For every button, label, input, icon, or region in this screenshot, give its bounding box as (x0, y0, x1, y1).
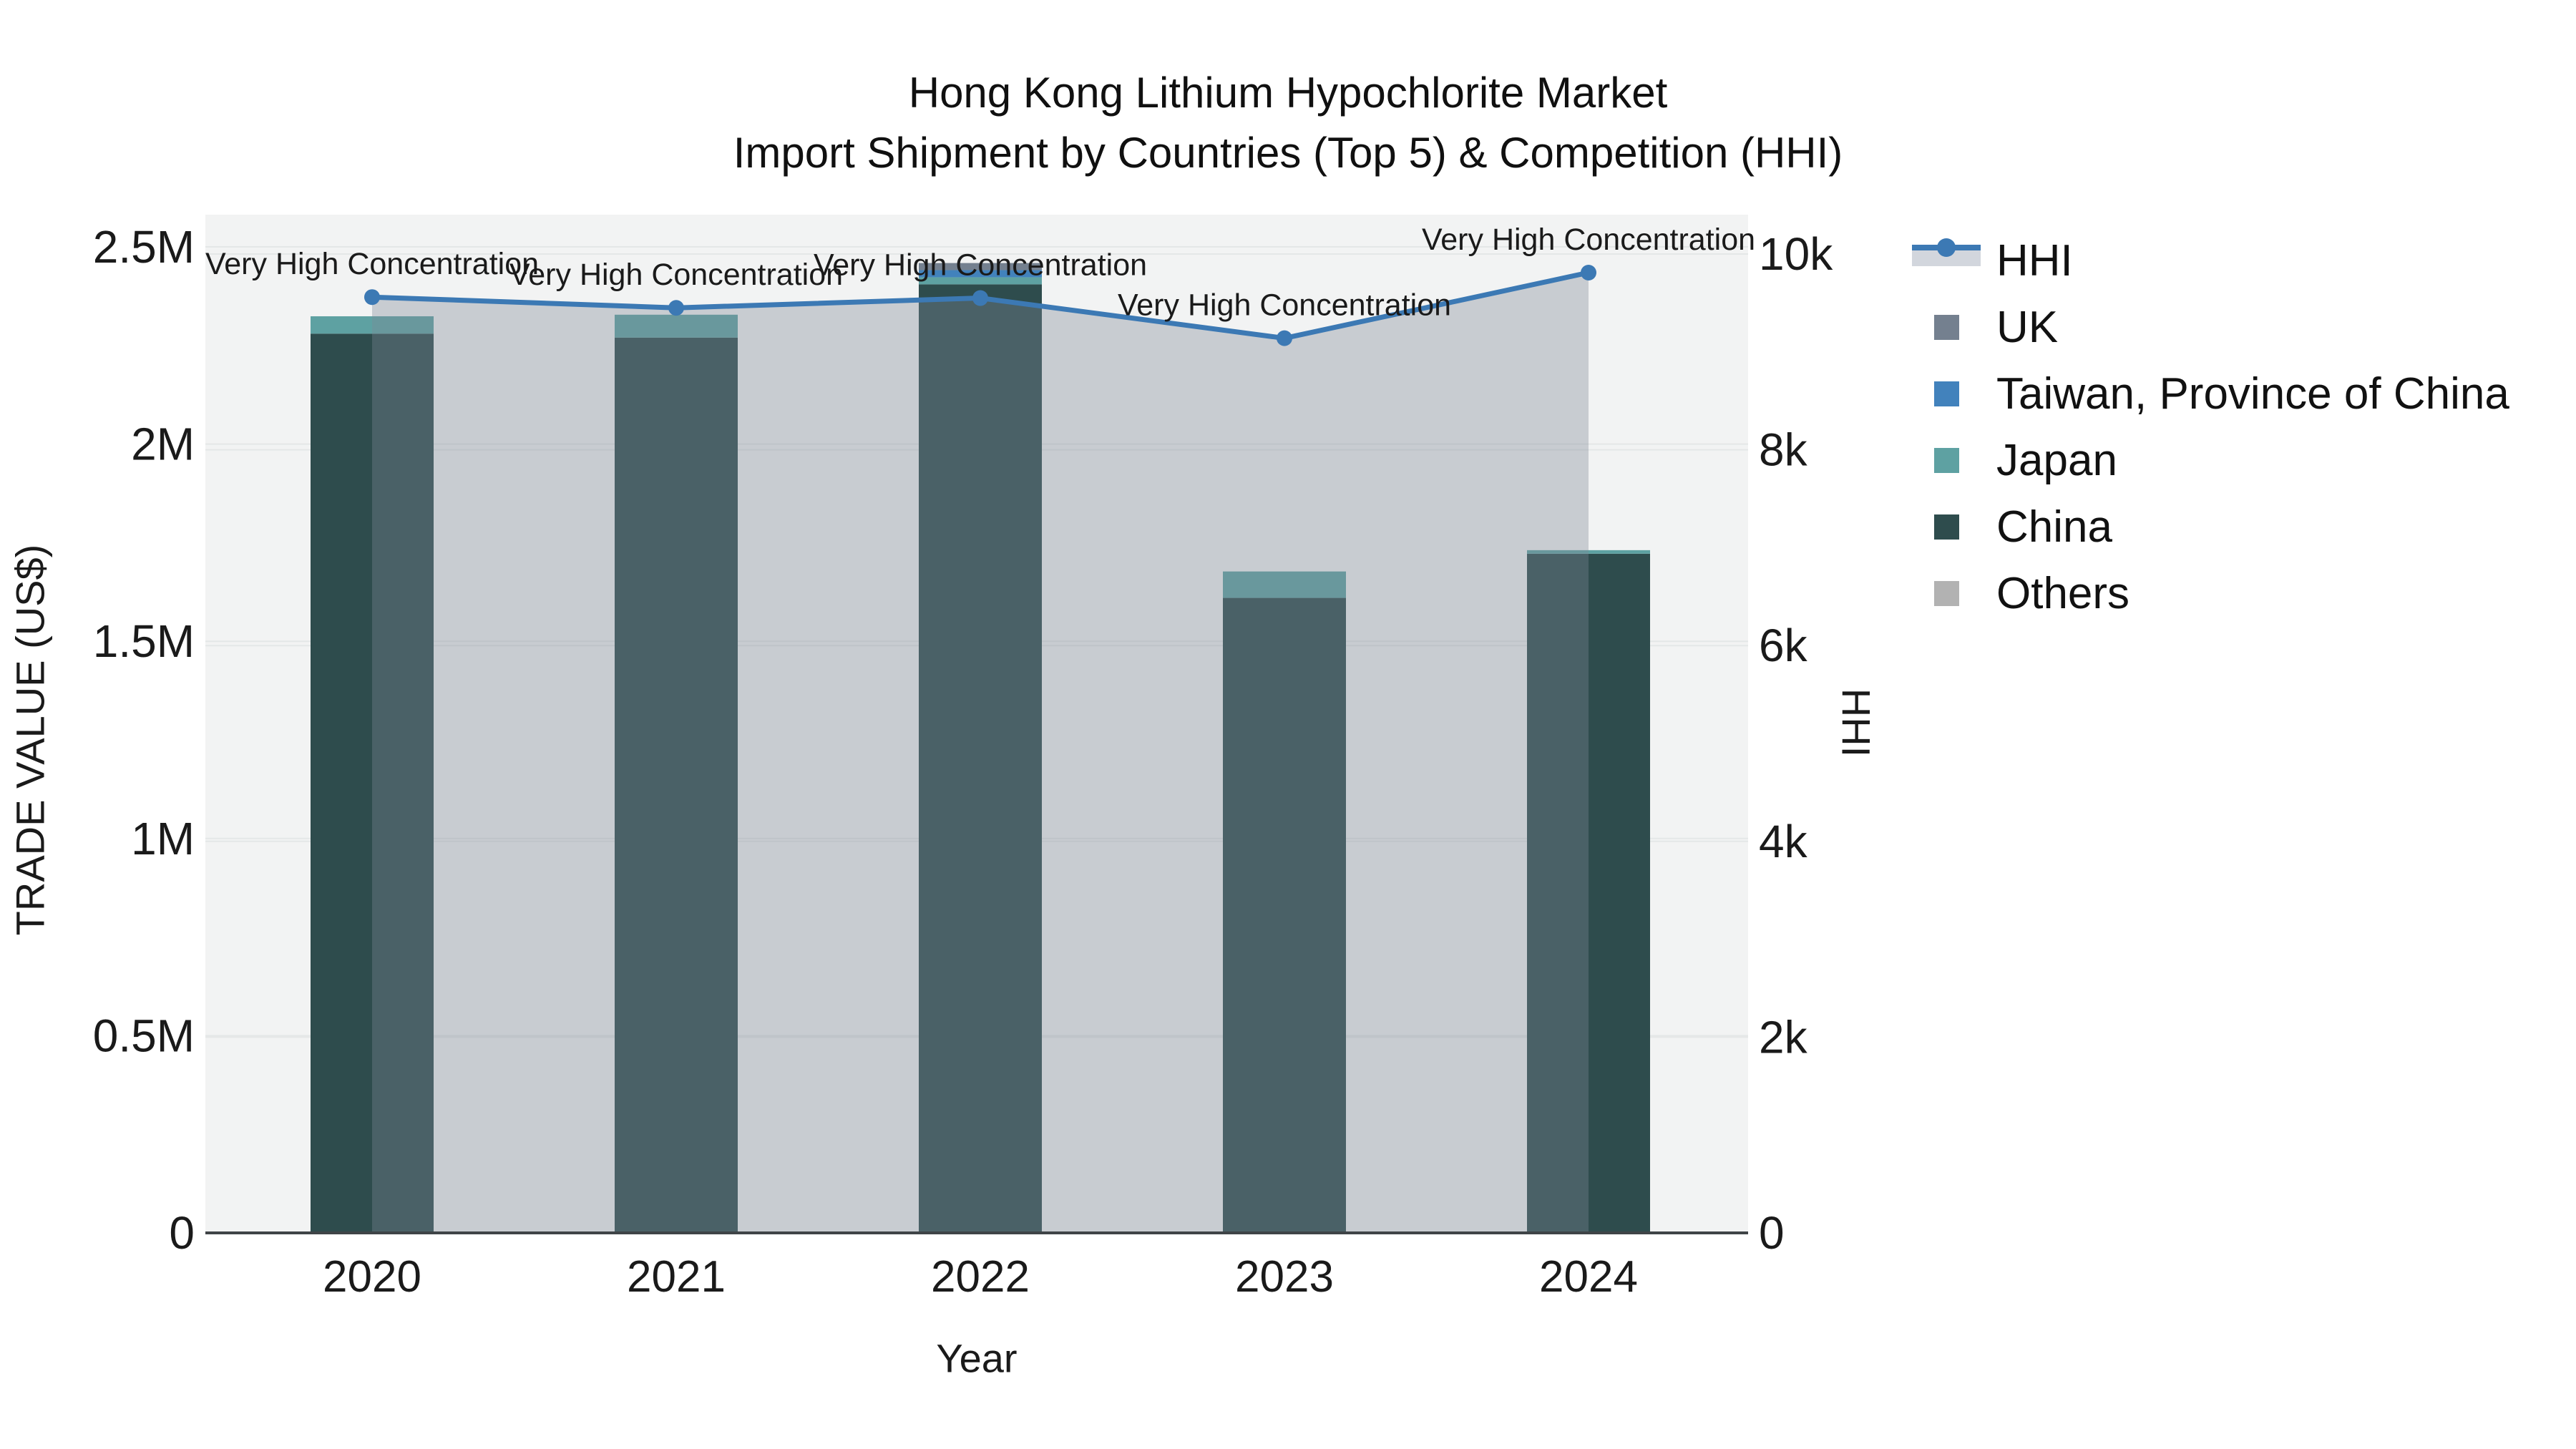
legend-item-uk[interactable]: UK (1912, 294, 2509, 361)
bar-segment-uk-2022[interactable] (919, 263, 1042, 270)
annotation-2023: Very High Concentration (1118, 288, 1451, 323)
y-left-tick-1M: 1M (131, 813, 195, 864)
hhi-marker-2022[interactable] (972, 290, 988, 306)
annotation-2021: Very High Concentration (509, 258, 843, 292)
hhi-marker-2023[interactable] (1277, 330, 1292, 346)
y-left-tick-2.5M: 2.5M (93, 221, 195, 273)
bar-segment-japan-2023[interactable] (1223, 571, 1346, 598)
y-right-axis-title: HHI (1833, 688, 1879, 758)
legend-label: Japan (1996, 436, 2117, 485)
bar-segment-china-2023[interactable] (1223, 597, 1346, 1233)
annotation-2022: Very High Concentration (814, 248, 1147, 283)
legend-label: HHI (1996, 236, 2073, 286)
legend-item-hhi[interactable]: HHI (1912, 228, 2509, 294)
y-right-tick-8k: 8k (1759, 424, 1808, 476)
legend-item-taiwan-province-of-china[interactable]: Taiwan, Province of China (1912, 361, 2509, 427)
legend-label: Others (1996, 569, 2130, 618)
bar-segment-japan-2021[interactable] (615, 314, 738, 338)
legend-item-others[interactable]: Others (1912, 560, 2509, 627)
color-swatch-icon (1912, 439, 1981, 483)
bar-segment-china-2020[interactable] (311, 333, 434, 1233)
chart-title-line1: Hong Kong Lithium Hypochlorite Market (908, 69, 1668, 117)
hhi-marker-2020[interactable] (364, 289, 380, 306)
y-right-tick-6k: 6k (1759, 620, 1808, 671)
hhi-marker-2024[interactable] (1581, 264, 1596, 280)
color-swatch-icon (1912, 372, 1981, 416)
chart-title: Hong Kong Lithium Hypochlorite Market Im… (0, 63, 2576, 183)
y-left-tick-0: 0 (169, 1207, 195, 1259)
hhi-marker-2021[interactable] (668, 300, 684, 316)
bar-segment-japan-2024[interactable] (1527, 550, 1650, 554)
y-left-tick-1.5M: 1.5M (93, 615, 195, 667)
legend-label: UK (1996, 303, 2059, 352)
x-tick-2024: 2024 (1539, 1252, 1638, 1302)
y-right-tick-0: 0 (1759, 1207, 1785, 1259)
bar-segment-taiwan-province-of-china-2022[interactable] (919, 270, 1042, 278)
y-left-tick-2M: 2M (131, 419, 195, 470)
x-tick-2022: 2022 (931, 1252, 1030, 1302)
y-left-tick-0.5M: 0.5M (93, 1010, 195, 1061)
annotation-2020: Very High Concentration (205, 247, 539, 281)
hhi-area-fill (372, 272, 1589, 1234)
x-tick-2020: 2020 (323, 1252, 421, 1302)
y-left-axis-title: TRADE VALUE (US$) (7, 544, 53, 936)
legend-item-japan[interactable]: Japan (1912, 427, 2509, 494)
x-tick-2021: 2021 (627, 1252, 726, 1302)
legend-label: China (1996, 502, 2112, 552)
bar-segment-china-2024[interactable] (1527, 553, 1650, 1233)
y-right-tick-4k: 4k (1759, 816, 1808, 867)
legend: HHI UK Taiwan, Province of China Japan China… (1912, 228, 2509, 627)
bar-segment-japan-2022[interactable] (919, 277, 1042, 285)
annotation-2024: Very High Concentration (1422, 223, 1755, 257)
color-swatch-icon (1912, 505, 1981, 550)
color-swatch-icon (1912, 572, 1981, 616)
bar-segment-china-2022[interactable] (919, 284, 1042, 1233)
y-right-tick-10k: 10k (1759, 228, 1833, 280)
bar-segment-china-2021[interactable] (615, 337, 738, 1233)
x-tick-2023: 2023 (1235, 1252, 1334, 1302)
color-swatch-icon (1912, 306, 1981, 350)
y-right-tick-2k: 2k (1759, 1011, 1808, 1063)
bar-segment-japan-2020[interactable] (311, 316, 434, 334)
x-axis-title: Year (936, 1335, 1018, 1381)
legend-label: Taiwan, Province of China (1996, 369, 2509, 419)
chart-title-line2: Import Shipment by Countries (Top 5) & C… (733, 129, 1843, 177)
hhi-line-swatch-icon (1912, 238, 1981, 283)
legend-item-china[interactable]: China (1912, 494, 2509, 560)
